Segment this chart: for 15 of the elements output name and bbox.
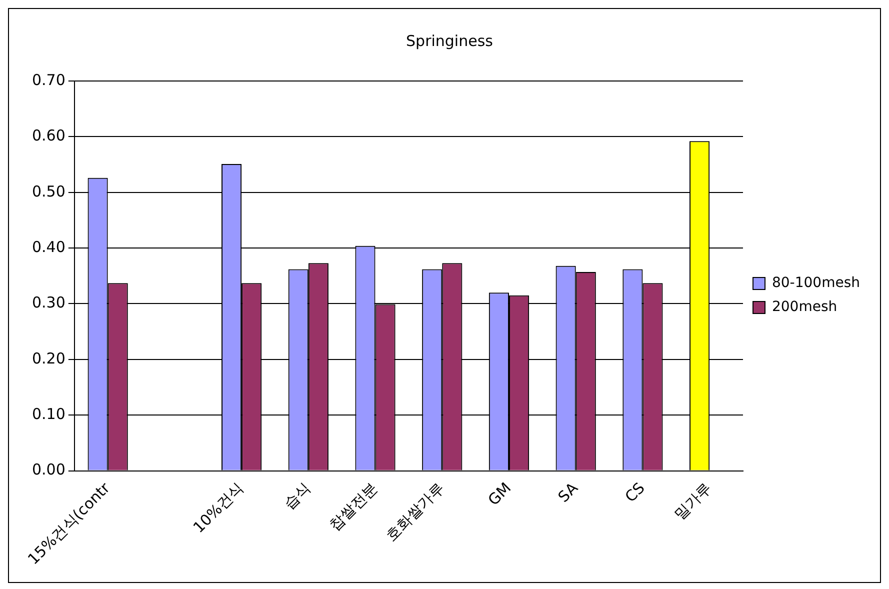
y-tick-label: 0.00 xyxy=(32,460,66,479)
x-tick-label: 습식 xyxy=(280,479,314,513)
x-tick-label: SA xyxy=(554,478,582,506)
y-tick-label: 0.60 xyxy=(32,126,66,145)
x-tick-label: GM xyxy=(484,479,515,510)
y-tick-label: 0.70 xyxy=(32,70,66,89)
x-tick-label: CS xyxy=(621,479,648,506)
y-tick-label: 0.50 xyxy=(32,182,66,200)
legend-label: 200mesh xyxy=(772,299,838,316)
legend-label: 80-100mesh xyxy=(772,275,860,292)
y-tick-label: 0.30 xyxy=(32,294,66,312)
y-tick-label: 0.20 xyxy=(32,349,66,368)
y-tick-label: 0.40 xyxy=(32,238,66,256)
y-tick-label: 0.10 xyxy=(32,404,66,423)
chart-title: Springiness xyxy=(406,32,494,50)
